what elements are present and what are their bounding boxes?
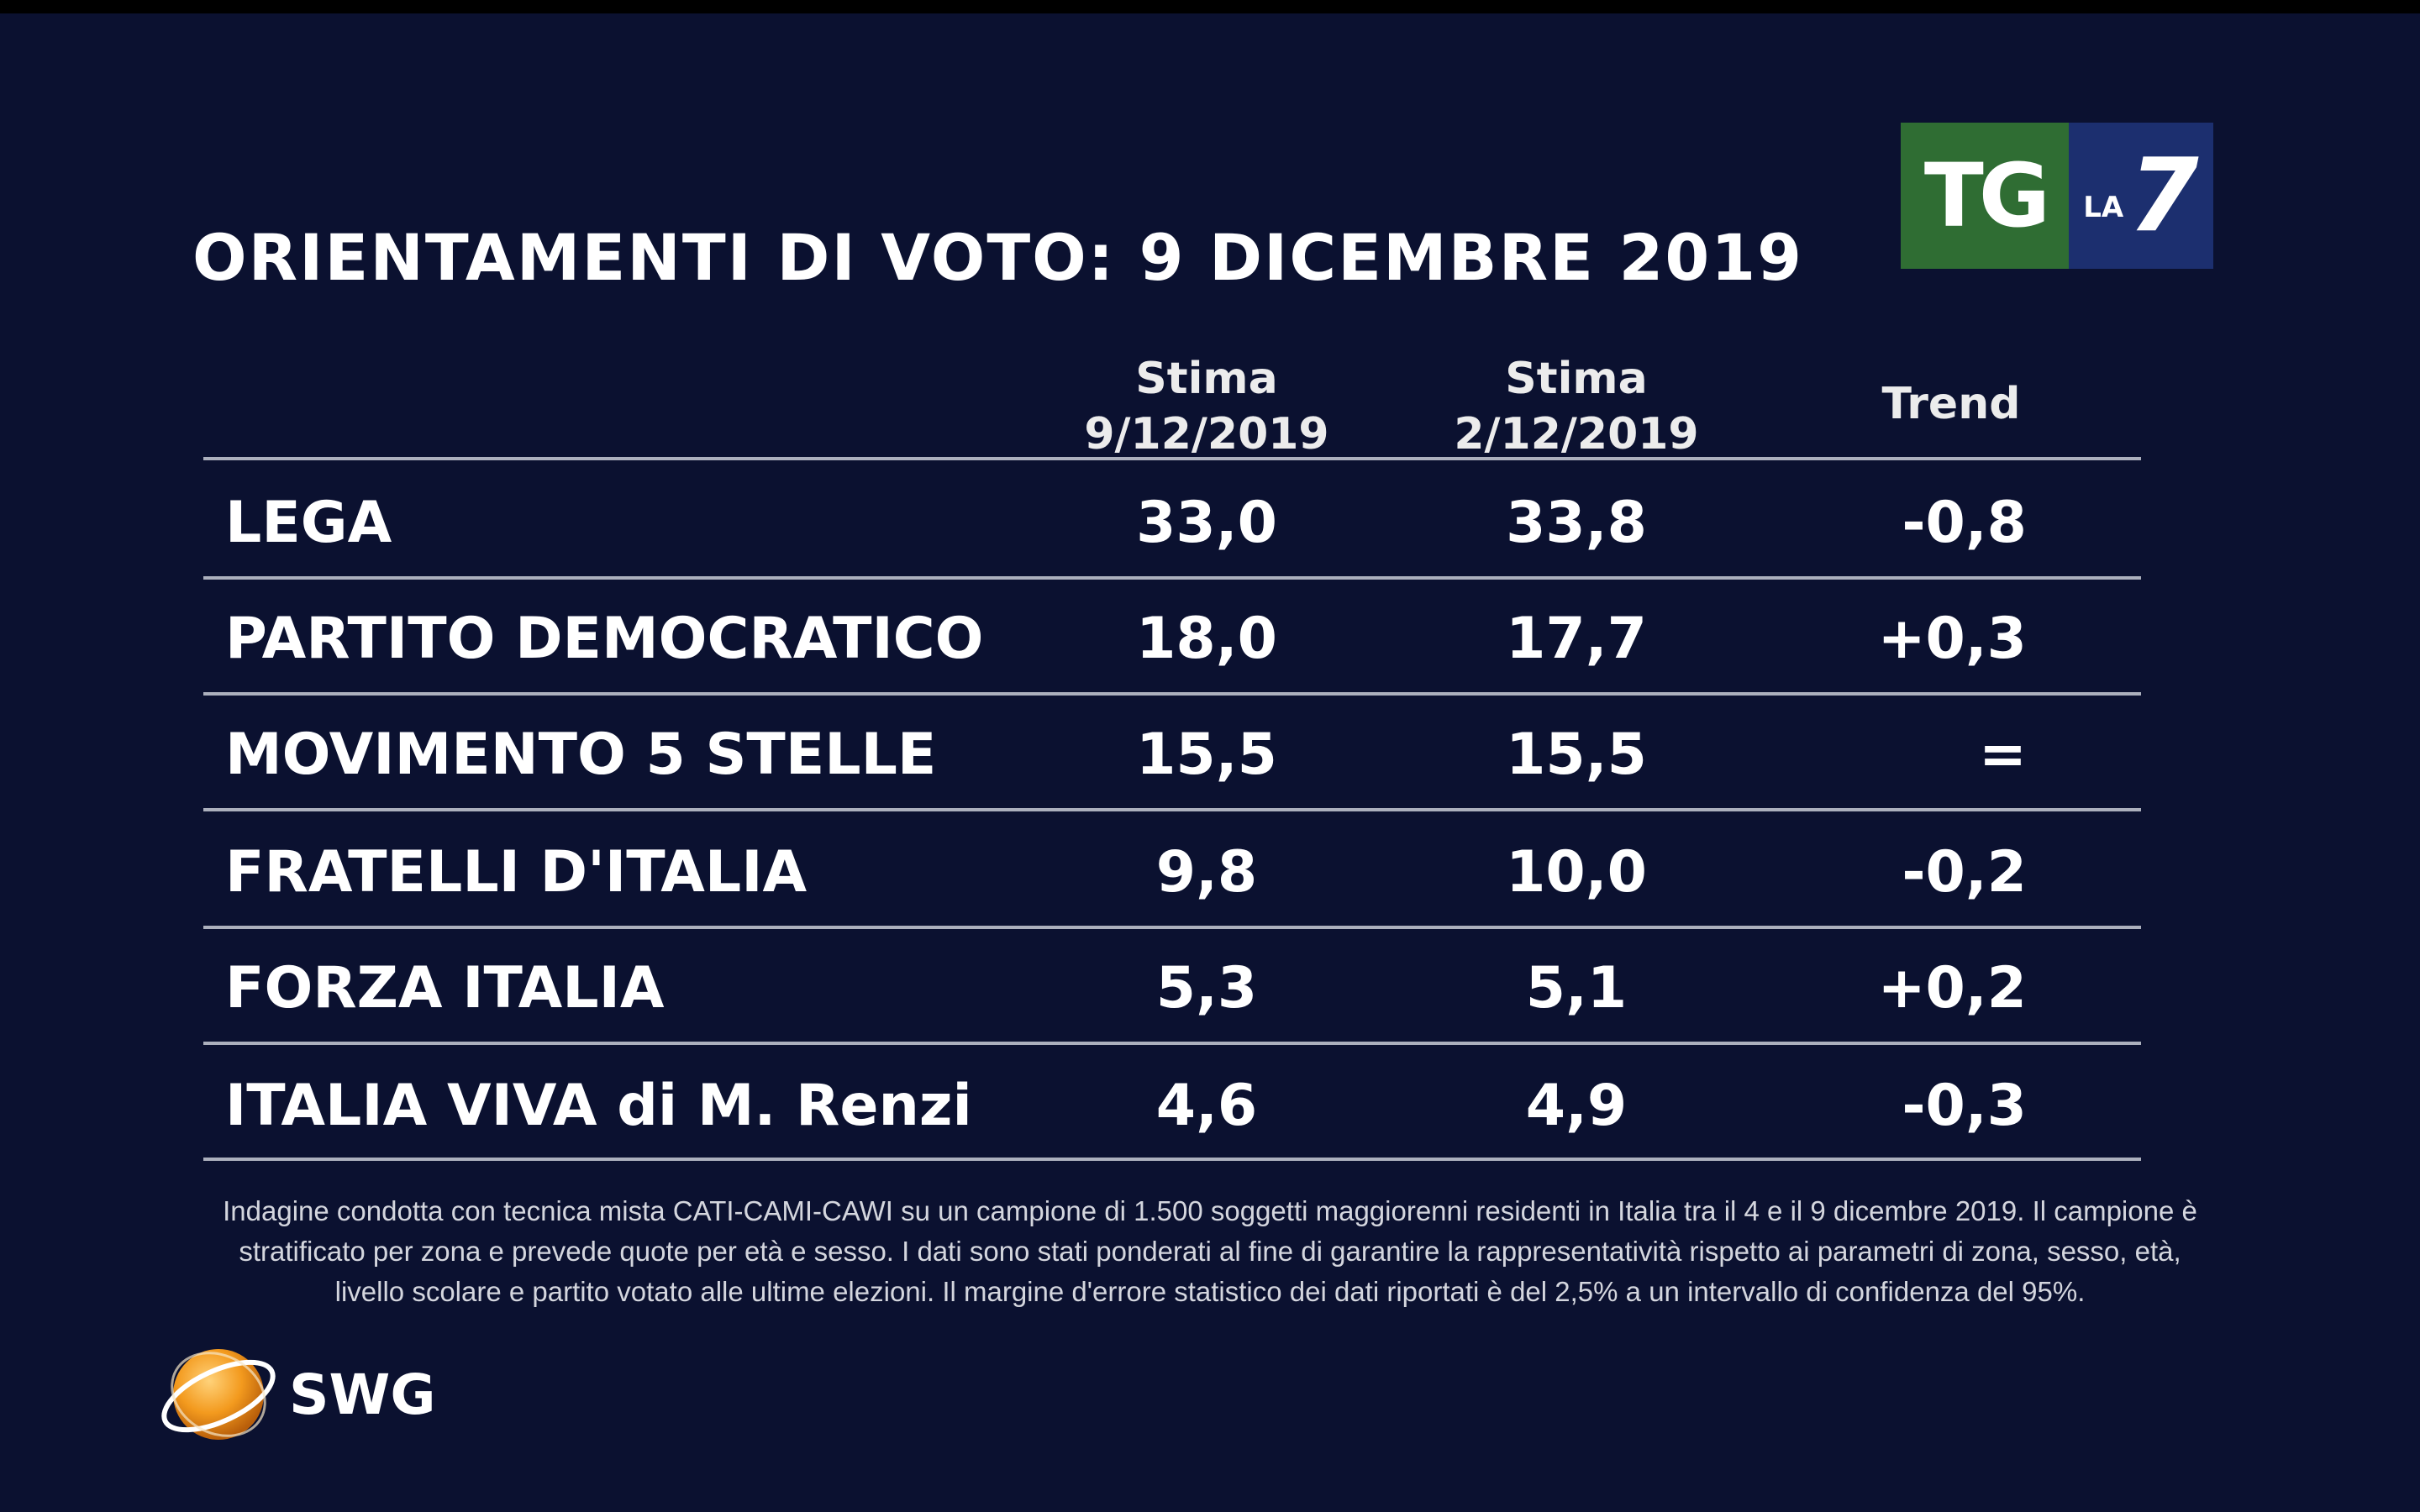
value-stima-2-12: 17,7 [1506,606,1647,672]
value-trend: -0,2 [1902,839,2027,906]
swg-globe-icon [161,1349,276,1440]
table-divider [203,692,2141,696]
party-name: ITALIA VIVA di M. Renzi [225,1073,972,1139]
party-name: LEGA [225,490,392,556]
value-stima-2-12: 15,5 [1506,722,1647,788]
note-line: Indagine condotta con tecnica mista CATI… [223,1195,2197,1226]
table-divider [203,576,2141,580]
column-header-line: 2/12/2019 [1454,409,1699,459]
value-stima-2-12: 4,9 [1525,1073,1628,1139]
methodology-note: Indagine condotta con tecnica mista CATI… [202,1191,2218,1312]
value-stima-9-12: 4,6 [1155,1073,1258,1139]
column-header-line: Stima [1505,354,1648,404]
value-trend: +0,3 [1877,606,2027,672]
top-black-bar [0,0,2420,13]
party-name: PARTITO DEMOCRATICO [225,606,984,672]
chart-title: ORIENTAMENTI DI VOTO: 9 DICEMBRE 2019 [192,220,1803,295]
note-line: livello scolare e partito votato alle ul… [334,1276,2086,1307]
table-row: PARTITO DEMOCRATICO 18,0 17,7 +0,3 [0,581,2420,697]
swg-logo: SWG [158,1336,436,1453]
table-divider [203,1158,2141,1161]
swg-brand-text: SWG [289,1362,436,1427]
party-name: FORZA ITALIA [225,955,665,1021]
column-header-trend: Trend [1881,379,2021,429]
la-logo-text: LA [2083,191,2124,224]
value-stima-9-12: 5,3 [1155,955,1258,1021]
value-stima-2-12: 5,1 [1525,955,1628,1021]
tg-logo-block: TG [1901,123,2069,269]
table-divider [203,457,2141,460]
value-stima-2-12: 10,0 [1506,839,1647,906]
table-divider [203,1042,2141,1045]
value-stima-9-12: 18,0 [1136,606,1277,672]
column-header-stima-2-12: Stima 2/12/2019 [1400,351,1753,462]
party-name: MOVIMENTO 5 STELLE [225,722,937,788]
value-trend: = [1979,722,2027,788]
value-stima-9-12: 33,0 [1136,490,1277,556]
value-trend: +0,2 [1877,955,2027,1021]
value-stima-9-12: 9,8 [1155,839,1258,906]
table-row: FRATELLI D'ITALIA 9,8 10,0 -0,2 [0,815,2420,931]
value-stima-2-12: 33,8 [1506,490,1647,556]
tg-la7-logo: TG LA 7 [1901,123,2213,269]
value-trend: -0,8 [1902,490,2027,556]
la7-logo-block: LA 7 [2069,123,2213,269]
party-name: FRATELLI D'ITALIA [225,839,808,906]
seven-logo-text: 7 [2128,137,2199,255]
column-header-line: Stima [1135,354,1278,404]
value-stima-9-12: 15,5 [1136,722,1277,788]
column-header-stima-9-12: Stima 9/12/2019 [1030,351,1383,462]
table-row: FORZA ITALIA 5,3 5,1 +0,2 [0,931,2420,1047]
table-row: ITALIA VIVA di M. Renzi 4,6 4,9 -0,3 [0,1048,2420,1164]
column-header-line: 9/12/2019 [1084,409,1329,459]
table-row: MOVIMENTO 5 STELLE 15,5 15,5 = [0,697,2420,813]
table-divider [203,808,2141,811]
table-divider [203,926,2141,929]
note-line: stratificato per zona e prevede quote pe… [239,1236,2181,1267]
value-trend: -0,3 [1902,1073,2027,1139]
table-row: LEGA 33,0 33,8 -0,8 [0,465,2420,581]
